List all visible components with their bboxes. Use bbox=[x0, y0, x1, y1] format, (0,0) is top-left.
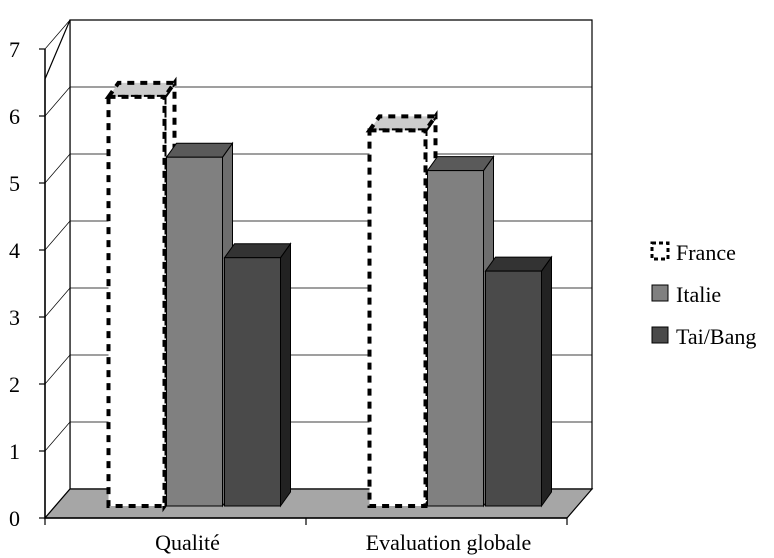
bar-italie-2 bbox=[427, 170, 484, 507]
bar-italie-1 bbox=[166, 156, 223, 507]
bar-side-taibang bbox=[541, 255, 552, 508]
axes bbox=[39, 48, 568, 525]
side-wall bbox=[44, 19, 71, 520]
category-labels: Qualité Evaluation globale bbox=[155, 530, 531, 555]
bar-top-italie bbox=[426, 156, 495, 172]
category-label: Evaluation globale bbox=[366, 530, 532, 555]
bars bbox=[104, 76, 553, 513]
category-label: Qualité bbox=[155, 530, 220, 555]
gridline bbox=[44, 19, 592, 50]
y-tick-label: 4 bbox=[9, 238, 20, 263]
y-tick-label: 5 bbox=[9, 171, 20, 196]
bar-taibang-2 bbox=[485, 270, 542, 507]
y-tick-label: 3 bbox=[9, 305, 20, 330]
legend-label: Italie bbox=[676, 282, 721, 307]
y-tick-label: 1 bbox=[9, 439, 20, 464]
legend-swatch-taibang bbox=[651, 326, 669, 344]
bar-side-taibang bbox=[280, 242, 291, 508]
y-tick-labels: 0 1 2 3 4 5 6 7 bbox=[9, 37, 20, 531]
bar-top-france bbox=[104, 80, 179, 99]
bar-france-2 bbox=[367, 128, 428, 508]
y-tick-label: 6 bbox=[9, 104, 20, 129]
bar-top-taibang bbox=[223, 243, 292, 259]
legend-label: France bbox=[676, 240, 736, 265]
legend-label: Tai/Bang bbox=[676, 324, 756, 349]
gridline bbox=[44, 86, 592, 117]
y-tick-label: 0 bbox=[9, 506, 20, 531]
bar-top-taibang bbox=[484, 256, 553, 272]
bar-france-1 bbox=[106, 94, 167, 509]
y-tick-label: 7 bbox=[9, 37, 20, 62]
bar-top-italie bbox=[165, 142, 234, 158]
bar-top-france bbox=[365, 114, 440, 133]
bar-taibang-1 bbox=[224, 257, 281, 507]
legend-swatch-france bbox=[650, 241, 670, 261]
legend: France Italie Tai/Bang bbox=[650, 240, 756, 349]
y-tick-label: 2 bbox=[9, 372, 20, 397]
legend-swatch-italie bbox=[651, 284, 669, 302]
